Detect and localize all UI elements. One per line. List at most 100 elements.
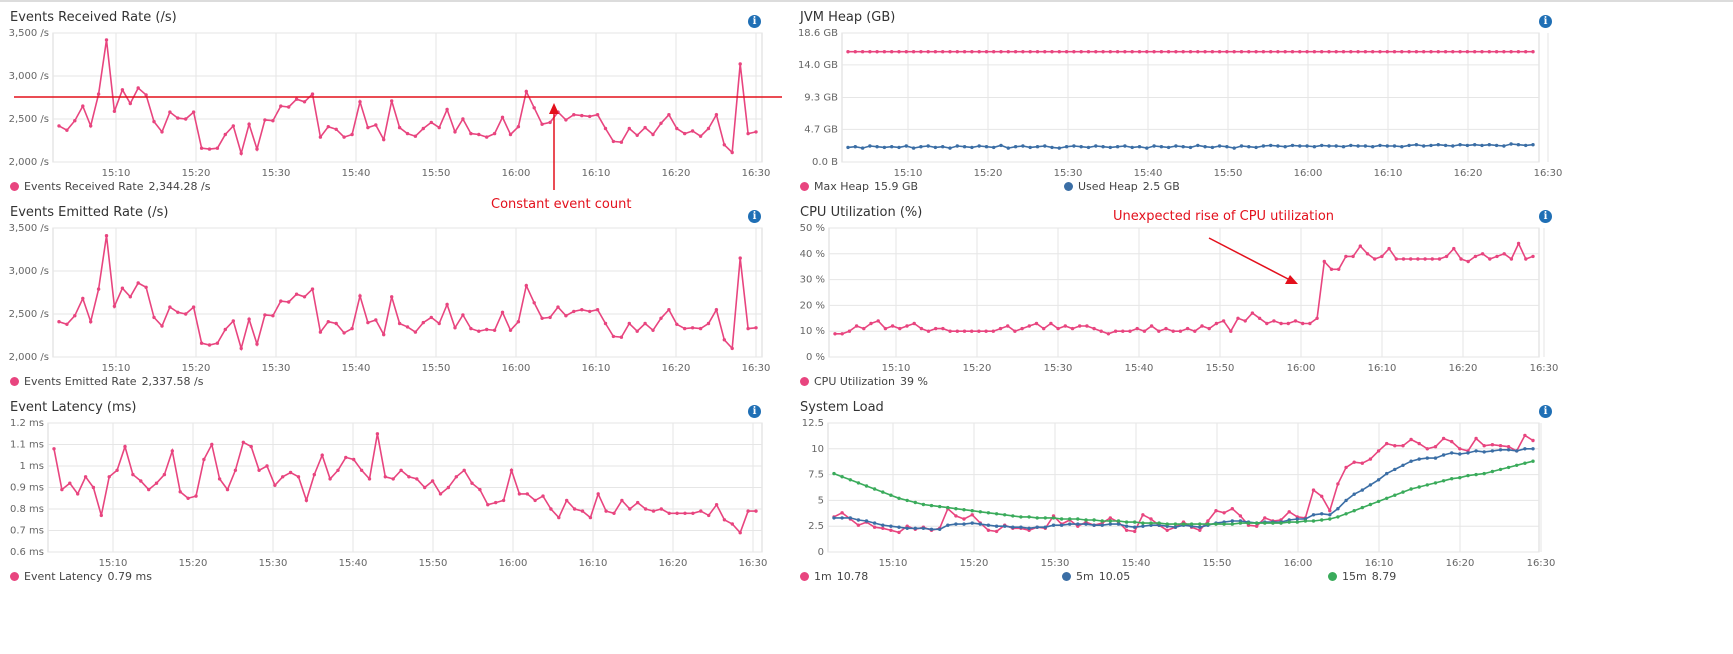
data-point	[1385, 50, 1389, 54]
data-point	[320, 453, 324, 457]
data-point	[405, 325, 410, 329]
data-point	[1238, 514, 1243, 518]
data-point	[438, 492, 443, 496]
data-point	[1407, 50, 1411, 54]
data-point	[1344, 512, 1348, 516]
data-point	[358, 100, 362, 104]
data-point	[556, 110, 560, 114]
data-point	[875, 145, 879, 149]
x-tick-label: 15:40	[1134, 168, 1163, 179]
y-tick-label: 10 %	[800, 326, 825, 337]
info-icon[interactable]: i	[1539, 210, 1552, 223]
data-point	[860, 146, 865, 150]
data-point	[1365, 252, 1370, 256]
legend[interactable]: 1m 10.78	[800, 570, 868, 583]
info-icon[interactable]: i	[1539, 15, 1552, 28]
y-tick-label: 2,500 /s	[9, 309, 49, 320]
data-point	[366, 320, 370, 325]
info-icon[interactable]: i	[748, 210, 761, 223]
data-point	[383, 475, 387, 479]
y-tick-label: 10	[811, 444, 824, 455]
data-point	[1494, 143, 1499, 148]
data-point	[1356, 144, 1360, 148]
data-point	[847, 329, 852, 333]
legend[interactable]: Events Received Rate 2,344.28 /s	[10, 180, 210, 193]
data-point	[1239, 50, 1244, 54]
info-icon[interactable]: i	[748, 15, 761, 28]
x-tick-label: 16:10	[1368, 363, 1397, 374]
data-point	[999, 50, 1003, 54]
data-point	[889, 528, 893, 532]
data-point	[1531, 143, 1535, 147]
legend[interactable]: Events Emitted Rate 2,337.58 /s	[10, 375, 203, 388]
series-line	[58, 235, 757, 352]
data-point	[1173, 522, 1178, 526]
data-point	[1311, 488, 1316, 492]
data-point	[263, 313, 267, 317]
legend[interactable]: Event Latency 0.79 ms	[10, 570, 152, 583]
legend-series-value: 39 %	[899, 375, 928, 388]
data-point	[1315, 316, 1319, 320]
data-point	[342, 331, 346, 335]
data-point	[128, 101, 132, 106]
y-tick-label: 9.3 GB	[804, 93, 838, 104]
data-point	[1320, 512, 1324, 516]
legend-series-name: Used Heap	[1078, 180, 1138, 193]
data-point	[714, 113, 719, 117]
data-point	[1450, 439, 1454, 444]
data-point	[233, 468, 238, 472]
data-point	[1509, 142, 1513, 146]
legend[interactable]: 15m 8.79	[1328, 570, 1396, 583]
data-point	[310, 92, 315, 96]
data-point	[1392, 144, 1397, 148]
data-point	[962, 145, 967, 149]
info-icon[interactable]: i	[1539, 405, 1552, 418]
data-point	[1363, 50, 1368, 54]
data-point	[1222, 511, 1226, 515]
data-point	[1290, 143, 1295, 148]
x-tick-label: 16:30	[742, 363, 771, 374]
data-point	[263, 118, 267, 122]
data-point	[1086, 145, 1091, 150]
data-point	[1524, 257, 1528, 261]
data-point	[946, 505, 950, 510]
legend[interactable]: 5m 10.05	[1062, 570, 1130, 583]
data-point	[516, 320, 521, 324]
data-point	[1349, 50, 1353, 54]
data-point	[643, 321, 647, 326]
data-point	[1050, 145, 1054, 150]
data-point	[1400, 145, 1404, 149]
data-point	[382, 332, 386, 337]
data-point	[1360, 461, 1364, 465]
data-point	[1064, 50, 1069, 54]
info-icon[interactable]: i	[748, 405, 761, 418]
data-point	[247, 122, 251, 126]
data-point	[91, 485, 96, 490]
data-point	[430, 479, 435, 483]
data-point	[1336, 515, 1340, 519]
data-point	[556, 305, 560, 309]
data-point	[326, 320, 330, 324]
data-point	[890, 50, 894, 54]
data-point	[1159, 50, 1164, 54]
data-point	[1100, 519, 1104, 523]
data-point	[429, 315, 433, 320]
data-point	[83, 475, 88, 479]
legend[interactable]: CPU Utilization 39 %	[800, 375, 928, 388]
series-line	[53, 433, 756, 535]
data-point	[223, 132, 227, 137]
data-point	[1392, 50, 1397, 54]
annotation-cpu-rise: Unexpected rise of CPU utilization	[1113, 209, 1335, 224]
x-tick-label: 16:20	[662, 363, 691, 374]
data-point	[1498, 467, 1503, 472]
data-point	[225, 487, 230, 492]
data-point	[391, 477, 395, 481]
data-point	[948, 50, 952, 54]
legend[interactable]: Used Heap 2.5 GB	[1064, 180, 1180, 193]
data-point	[1465, 50, 1470, 54]
legend[interactable]: Max Heap 15.9 GB	[800, 180, 918, 193]
data-point	[588, 515, 593, 520]
data-point	[1414, 50, 1419, 54]
data-point	[1196, 50, 1200, 54]
data-point	[998, 326, 1003, 331]
